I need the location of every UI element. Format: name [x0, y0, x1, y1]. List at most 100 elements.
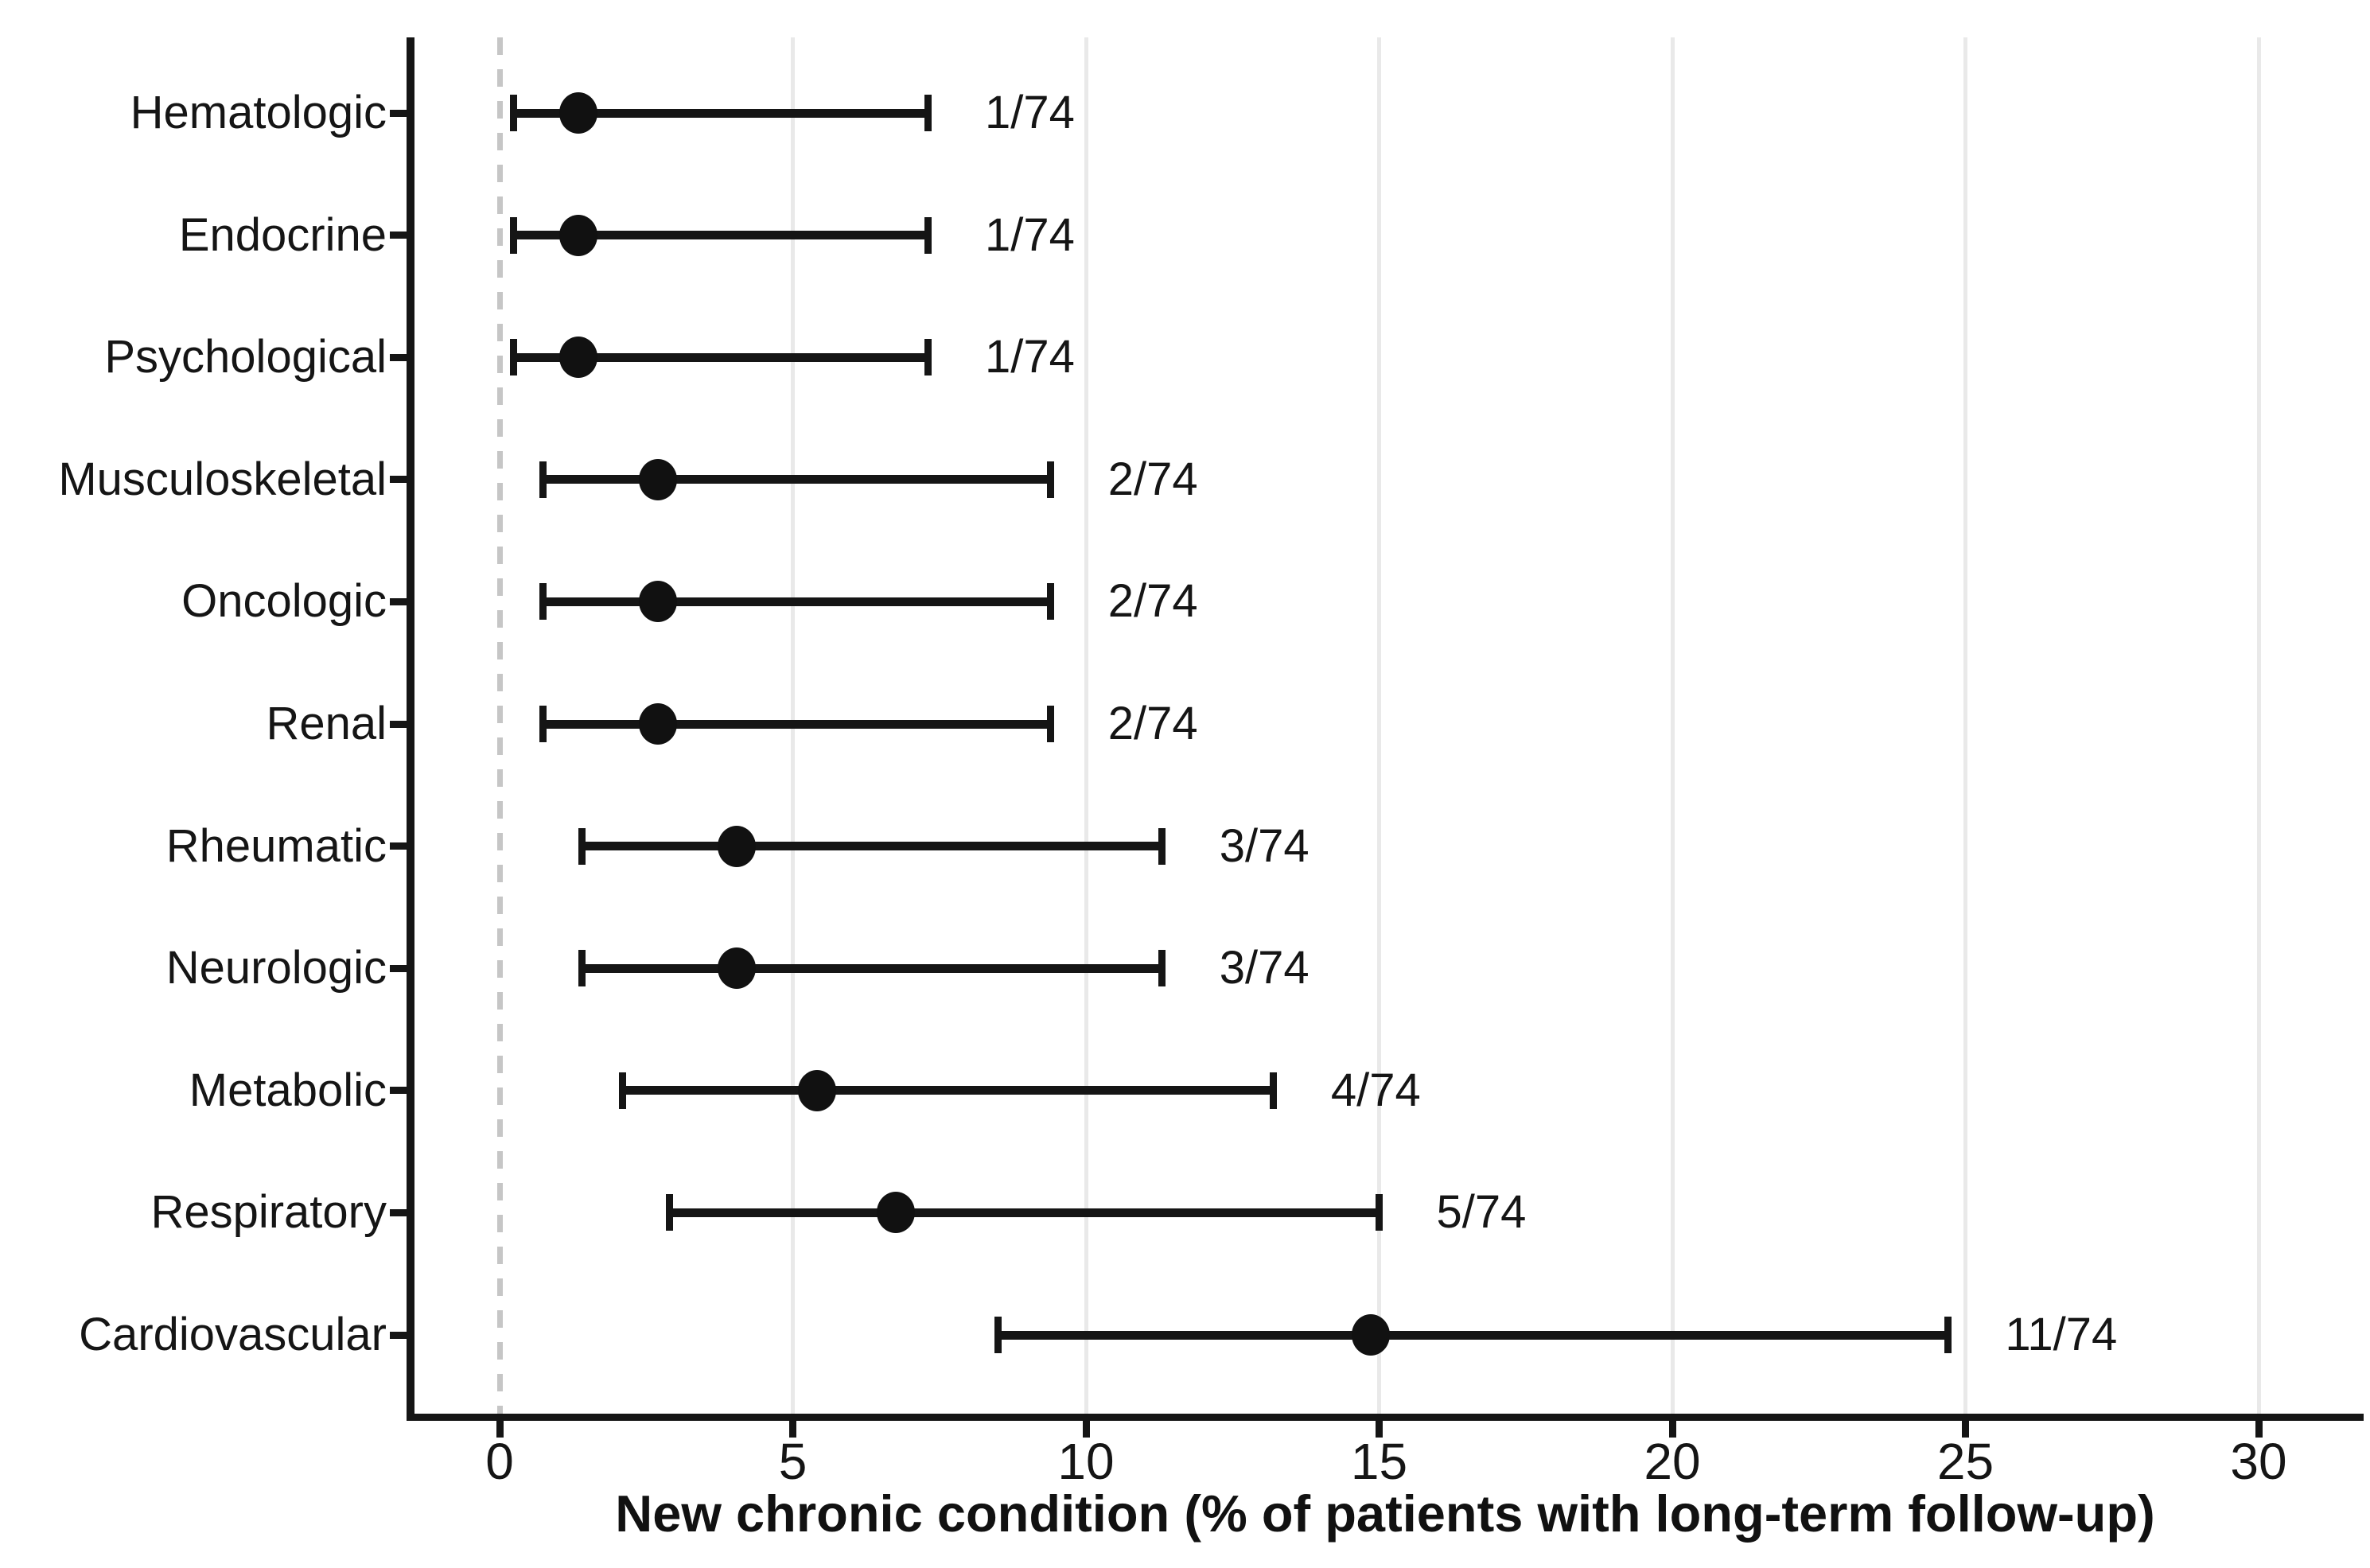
point-estimate-dot	[718, 947, 757, 990]
ci-cap-upper	[1047, 706, 1055, 742]
x-tick-mark	[1668, 1421, 1676, 1438]
ci-bar	[513, 231, 928, 240]
category-label: Musculoskeletal	[58, 453, 387, 505]
x-tick-mark	[2255, 1421, 2263, 1438]
point-estimate-dot	[559, 214, 598, 256]
ci-bar	[582, 963, 1162, 973]
fraction-label: 1/74	[985, 87, 1075, 138]
fraction-label: 3/74	[1219, 819, 1310, 872]
point-estimate-dot	[797, 1069, 836, 1111]
ci-cap-upper	[1158, 827, 1166, 865]
ci-cap-lower	[619, 1072, 627, 1109]
x-tick-mark	[1376, 1421, 1383, 1438]
ci-bar	[582, 842, 1162, 851]
ci-cap-lower	[510, 339, 518, 376]
category-label: Rheumatic	[165, 819, 387, 872]
x-tick-label: 0	[485, 1433, 514, 1490]
gridline	[1963, 37, 1967, 1414]
ci-cap-upper	[1944, 1317, 1952, 1353]
category-label: Endocrine	[178, 208, 387, 261]
x-tick-mark	[1082, 1421, 1090, 1438]
ci-cap-upper	[1376, 1194, 1383, 1231]
ci-cap-upper	[924, 95, 932, 131]
y-tick-mark	[390, 353, 407, 361]
category-label: Respiratory	[150, 1186, 387, 1239]
fraction-label: 2/74	[1107, 453, 1198, 505]
point-estimate-dot	[718, 825, 757, 867]
ci-cap-lower	[578, 950, 586, 987]
y-tick-mark	[390, 1087, 407, 1095]
ci-bar	[669, 1208, 1380, 1217]
point-estimate-dot	[638, 458, 677, 500]
y-tick-mark	[390, 476, 407, 484]
x-tick-label: 25	[1936, 1433, 1994, 1490]
y-tick-mark	[390, 232, 407, 239]
fraction-label: 4/74	[1330, 1064, 1421, 1116]
ci-bar	[543, 719, 1051, 729]
x-tick-label: 30	[2230, 1433, 2287, 1490]
x-tick-label: 5	[778, 1433, 808, 1490]
ci-cap-upper	[924, 216, 932, 254]
y-tick-mark	[390, 720, 407, 728]
fraction-label: 11/74	[2005, 1309, 2118, 1360]
ci-cap-upper	[1047, 461, 1055, 498]
category-label: Hematologic	[130, 87, 387, 138]
category-label: Oncologic	[181, 575, 387, 628]
ci-cap-lower	[510, 95, 518, 131]
x-tick-label: 20	[1644, 1433, 1701, 1490]
fraction-label: 1/74	[985, 331, 1075, 383]
ci-cap-lower	[539, 706, 547, 742]
x-tick-mark	[496, 1421, 504, 1438]
ci-bar	[622, 1086, 1274, 1095]
x-tick-mark	[1962, 1421, 1969, 1438]
ci-cap-lower	[666, 1194, 674, 1231]
ci-bar	[998, 1330, 1948, 1340]
category-label: Cardiovascular	[79, 1309, 387, 1360]
point-estimate-dot	[559, 337, 598, 379]
fraction-label: 5/74	[1436, 1186, 1527, 1239]
ci-cap-lower	[510, 216, 518, 254]
zero-reference-line	[496, 37, 503, 1414]
point-estimate-dot	[877, 1192, 916, 1234]
y-tick-mark	[390, 964, 407, 972]
ci-bar	[513, 352, 928, 362]
point-estimate-dot	[638, 581, 677, 623]
point-estimate-dot	[638, 703, 677, 745]
x-tick-mark	[789, 1421, 796, 1438]
ci-cap-upper	[924, 339, 932, 376]
ci-cap-lower	[539, 583, 547, 621]
ci-cap-upper	[1047, 583, 1055, 621]
ci-cap-lower	[994, 1317, 1002, 1353]
x-tick-label: 15	[1350, 1433, 1408, 1490]
gridline	[1670, 37, 1675, 1414]
ci-cap-upper	[1158, 950, 1166, 987]
ci-bar	[513, 108, 928, 118]
y-tick-mark	[390, 109, 407, 117]
gridline	[2256, 37, 2261, 1414]
fraction-label: 2/74	[1107, 698, 1198, 749]
fraction-label: 1/74	[985, 208, 1075, 261]
ci-cap-lower	[578, 827, 586, 865]
point-estimate-dot	[1352, 1314, 1391, 1356]
y-tick-mark	[390, 1331, 407, 1339]
y-tick-mark	[390, 842, 407, 850]
y-axis-line	[407, 37, 414, 1421]
gridline	[1084, 37, 1088, 1414]
category-label: Renal	[266, 698, 387, 749]
fraction-label: 3/74	[1219, 942, 1310, 994]
ci-cap-lower	[539, 461, 547, 498]
ci-bar	[543, 475, 1051, 484]
category-label: Psychological	[104, 331, 387, 383]
category-label: Metabolic	[189, 1064, 387, 1116]
y-tick-mark	[390, 597, 407, 605]
x-axis-title: New chronic condition (% of patients wit…	[615, 1484, 2155, 1543]
ci-bar	[543, 597, 1051, 606]
x-axis-line	[407, 1414, 2364, 1421]
ci-cap-upper	[1270, 1072, 1278, 1109]
y-tick-mark	[390, 1208, 407, 1216]
fraction-label: 2/74	[1107, 575, 1198, 628]
point-estimate-dot	[559, 92, 598, 134]
x-tick-label: 10	[1057, 1433, 1115, 1490]
gridline	[1377, 37, 1381, 1414]
